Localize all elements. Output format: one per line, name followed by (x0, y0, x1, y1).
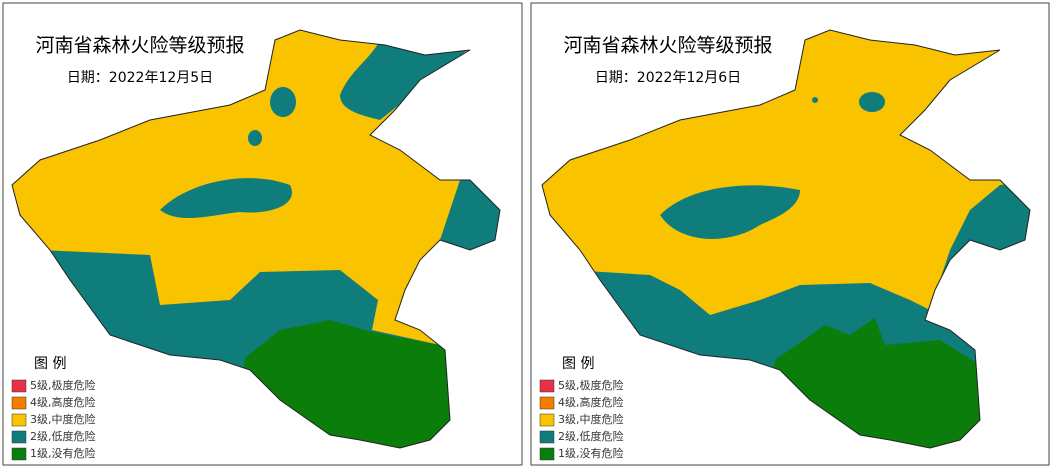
legend-swatch (11, 430, 27, 444)
legend-label: 2级,低度危险 (558, 429, 624, 443)
legend-label: 5级,极度危险 (558, 378, 624, 392)
legend-swatch (539, 396, 555, 410)
map-title: 河南省森林火险等级预报 (35, 35, 244, 57)
legend-swatch (11, 379, 27, 393)
legend-label: 3级,中度危险 (558, 412, 624, 426)
legend-title: 图 例 (562, 356, 594, 372)
legend-swatch (11, 413, 27, 427)
legend-label: 1级,没有危险 (558, 446, 624, 460)
legend-swatch (539, 379, 555, 393)
legend-label: 4级,高度危险 (30, 395, 96, 409)
legend-label: 4级,高度危险 (558, 395, 624, 409)
legend-label: 5级,极度危险 (30, 378, 96, 392)
legend-swatch (11, 447, 27, 461)
legend-swatch (539, 447, 555, 461)
legend-swatch (539, 413, 555, 427)
legend-label: 3级,中度危险 (30, 412, 96, 426)
map-date: 日期：2022年12月5日 (67, 70, 213, 86)
legend-label: 1级,没有危险 (30, 446, 96, 460)
panel-frame (530, 2, 1050, 466)
legend-swatch (539, 430, 555, 444)
legend-swatch (11, 396, 27, 410)
map-date: 日期：2022年12月6日 (595, 70, 741, 86)
legend-label: 2级,低度危险 (30, 429, 96, 443)
panel-frame (2, 2, 523, 466)
legend-title: 图 例 (34, 356, 66, 372)
map-title: 河南省森林火险等级预报 (563, 35, 772, 57)
